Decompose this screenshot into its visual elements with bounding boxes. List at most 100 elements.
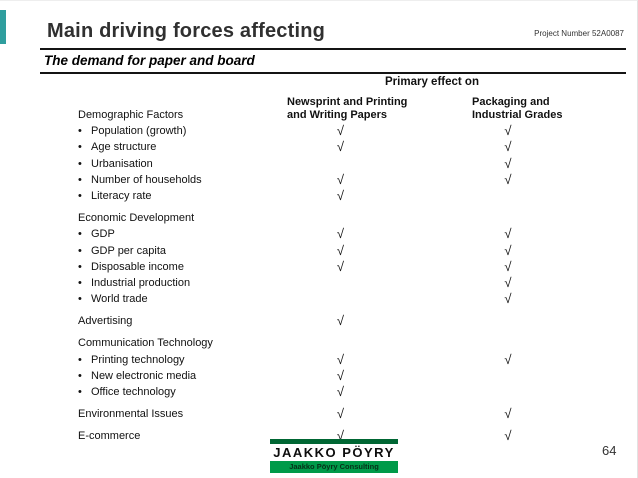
factor-label: Environmental Issues xyxy=(78,408,184,421)
logo-wordmark: JAAKKO PÖYRY xyxy=(273,445,395,460)
factor-label-text: World trade xyxy=(91,293,148,306)
check-newsprint: √ xyxy=(336,406,345,422)
check-packaging: √ xyxy=(504,351,512,367)
bullet-icon: • xyxy=(78,293,82,306)
check-packaging: √ xyxy=(504,274,512,290)
check-packaging xyxy=(408,368,608,384)
check-packaging: √ xyxy=(504,406,512,422)
check-packaging xyxy=(408,188,608,204)
factor-single-row: E-commerce √ √ xyxy=(78,428,623,444)
check-newsprint: √ xyxy=(336,313,345,329)
factor-group-row: Economic Development xyxy=(78,210,623,226)
factor-label-text: Age structure xyxy=(91,141,157,154)
factor-label: • Industrial production xyxy=(78,275,273,291)
check-packaging xyxy=(408,107,608,123)
factor-label: • Number of households xyxy=(78,172,273,188)
factor-item-row: • Number of households √ √ xyxy=(78,172,623,188)
factor-item-row: • New electronic media √ xyxy=(78,368,623,384)
factor-label: • Office technology xyxy=(78,384,273,400)
bullet-icon: • xyxy=(78,141,82,154)
check-packaging: √ xyxy=(504,171,512,187)
check-packaging: √ xyxy=(504,291,512,307)
factor-label: • World trade xyxy=(78,291,273,307)
check-newsprint: √ xyxy=(336,171,345,187)
check-packaging xyxy=(408,313,608,329)
factor-item-row: • Industrial production √ xyxy=(78,275,623,291)
check-packaging xyxy=(408,384,608,400)
check-packaging: √ xyxy=(504,258,512,274)
factor-label: • GDP xyxy=(78,226,273,242)
check-packaging: √ xyxy=(504,155,512,171)
bullet-icon: • xyxy=(78,189,82,202)
factor-label: E-commerce xyxy=(78,430,141,443)
factor-label: Demographic Factors xyxy=(78,109,184,121)
column-header-packaging-line2: Industrial Grades xyxy=(472,108,563,121)
bullet-icon: • xyxy=(78,173,82,186)
factor-label-text: Industrial production xyxy=(91,276,191,289)
bullet-icon: • xyxy=(78,353,82,366)
check-newsprint: √ xyxy=(336,187,345,203)
factor-label-text: Disposable income xyxy=(91,260,184,273)
check-packaging: √ xyxy=(504,428,512,444)
factor-label: • Urbanisation xyxy=(78,156,273,172)
divider-line-bottom xyxy=(40,72,626,74)
check-newsprint xyxy=(273,275,408,291)
factor-label-text: Literacy rate xyxy=(91,189,152,202)
factor-single-row: Environmental Issues √ √ xyxy=(78,406,623,422)
factor-label: • New electronic media xyxy=(78,368,273,384)
factor-item-row: • Office technology √ xyxy=(78,384,623,400)
check-newsprint xyxy=(273,107,408,123)
factor-item-row: • Disposable income √ √ xyxy=(78,259,623,275)
column-header-newsprint: Newsprint and Printing and Writing Paper… xyxy=(287,96,407,121)
bullet-icon: • xyxy=(78,260,82,273)
column-header-packaging-line1: Packaging and xyxy=(472,96,550,108)
page-number: 64 xyxy=(602,443,617,458)
factor-label: • Literacy rate xyxy=(78,188,273,204)
factor-label: • GDP per capita xyxy=(78,243,273,259)
factor-label: • Printing technology xyxy=(78,352,273,368)
factor-label-text: GDP per capita xyxy=(91,244,167,257)
bullet-icon: • xyxy=(78,228,82,241)
bullet-icon: • xyxy=(78,369,82,382)
factor-item-row: • Population (growth) √ √ xyxy=(78,123,623,139)
check-packaging: √ xyxy=(504,226,512,242)
factor-label: • Age structure xyxy=(78,139,273,155)
factor-item-row: • GDP √ √ xyxy=(78,226,623,242)
bullet-icon: • xyxy=(78,157,82,170)
jaakko-poyry-logo: JAAKKO PÖYRY Jaakko Pöyry Consulting xyxy=(270,439,398,473)
slide-subtitle: The demand for paper and board xyxy=(44,53,255,68)
check-newsprint: √ xyxy=(336,242,345,258)
project-number: Project Number 52A0087 xyxy=(534,29,624,38)
check-packaging: √ xyxy=(504,139,512,155)
column-header-newsprint-line1: Newsprint and Printing xyxy=(287,96,408,108)
factor-label-text: Office technology xyxy=(91,386,176,398)
check-packaging xyxy=(408,335,608,351)
bullet-icon: • xyxy=(78,125,82,138)
check-packaging: √ xyxy=(504,123,512,139)
factor-label: Communication Technology xyxy=(78,337,213,350)
check-newsprint xyxy=(273,335,408,351)
factor-label-text: Printing technology xyxy=(91,353,185,366)
factor-label-text: Population (growth) xyxy=(91,125,187,138)
slide-edge-accent xyxy=(0,10,6,44)
check-newsprint: √ xyxy=(336,123,345,139)
factor-label-text: GDP xyxy=(91,228,115,241)
factor-item-row: • GDP per capita √ √ xyxy=(78,243,623,259)
divider-line-top xyxy=(40,48,626,50)
factor-label: Advertising xyxy=(78,315,133,328)
factor-label-text: New electronic media xyxy=(91,369,197,382)
factor-label: • Population (growth) xyxy=(78,123,273,139)
check-packaging xyxy=(408,210,608,226)
factor-label: • Disposable income xyxy=(78,259,273,275)
factor-single-row: Advertising √ xyxy=(78,313,623,329)
bullet-icon: • xyxy=(78,386,82,398)
column-header-newsprint-line2: and Writing Papers xyxy=(287,108,388,121)
logo-top-bar xyxy=(270,439,398,444)
factor-label: Economic Development xyxy=(78,212,195,225)
check-packaging: √ xyxy=(504,242,512,258)
column-header-packaging: Packaging and Industrial Grades xyxy=(472,96,562,121)
factor-item-row: • Printing technology √ √ xyxy=(78,352,623,368)
factor-item-row: • World trade √ xyxy=(78,291,623,307)
factor-label-text: Urbanisation xyxy=(91,157,153,170)
check-newsprint xyxy=(273,210,408,226)
